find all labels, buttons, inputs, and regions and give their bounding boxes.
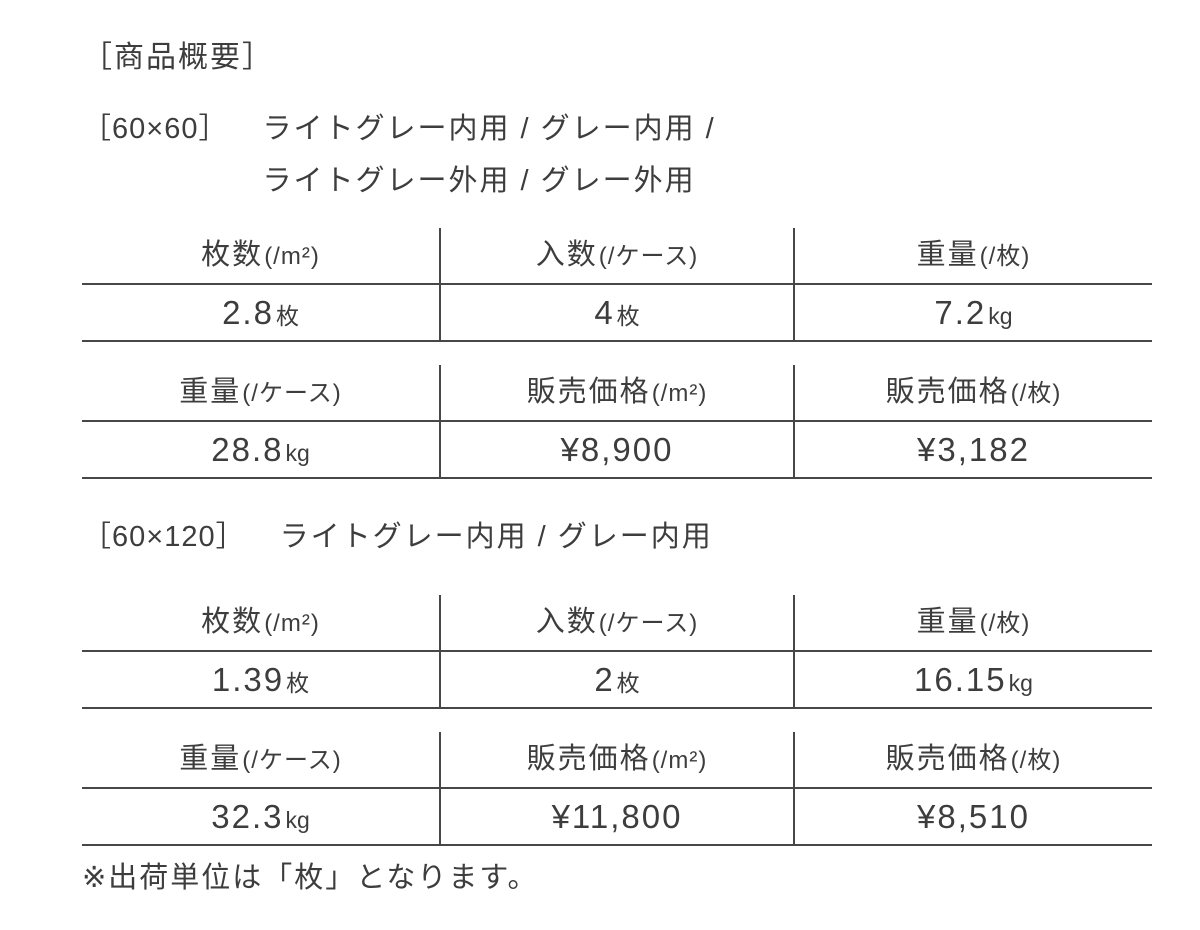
header-label: 販売価格 [885, 376, 1010, 408]
spec-table-60x120-group2: 重量(/ケース) 販売価格(/m²) 販売価格(/枚) 32.3kg ¥11,8… [82, 732, 1152, 846]
spec-header-cell: 販売価格(/枚) [793, 365, 1152, 422]
shipping-unit-footnote: ※出荷単位は「枚」となります。 [82, 862, 539, 894]
value-number: 2.8 [222, 294, 274, 331]
spec-table-60x60-group1: 枚数(/m²) 入数(/ケース) 重量(/枚) 2.8枚 4枚 7.2kg [82, 228, 1152, 342]
value-number: 16.15 [914, 661, 1007, 698]
spec-value-cell: ¥8,510 [793, 789, 1152, 846]
spec-value-cell: ¥3,182 [793, 422, 1152, 479]
color-options-line1: ライトグレー内用 / グレー内用 [279, 521, 713, 553]
value-unit: kg [285, 807, 310, 833]
value-number: ¥11,800 [551, 798, 683, 835]
header-label: 入数 [535, 606, 598, 638]
spec-value-cell: 7.2kg [793, 285, 1152, 342]
header-unit: (/m²) [651, 380, 708, 407]
value-number: ¥8,900 [560, 431, 674, 468]
header-label: 販売価格 [526, 376, 651, 408]
spec-table-60x60-group2: 重量(/ケース) 販売価格(/m²) 販売価格(/枚) 28.8kg ¥8,90… [82, 365, 1152, 479]
spec-value-cell: ¥8,900 [439, 422, 793, 479]
spec-header-cell: 重量(/枚) [793, 595, 1152, 652]
header-label: 重量 [179, 376, 242, 408]
value-number: 7.2 [934, 294, 987, 331]
spec-header-cell: 入数(/ケース) [439, 595, 793, 652]
spec-header-cell: 販売価格(/m²) [439, 732, 793, 789]
value-number: ¥8,510 [917, 798, 1030, 835]
spec-value-cell: 2枚 [439, 652, 793, 709]
value-number: 32.3 [211, 798, 284, 835]
value-unit: 枚 [616, 670, 640, 696]
size-label: ［60×60］ [82, 113, 229, 145]
color-options: ライトグレー内用 / グレー内用 [280, 511, 713, 563]
header-unit: (/ケース) [242, 747, 342, 774]
color-options-line1: ライトグレー内用 / グレー内用 / [262, 113, 716, 145]
size-label: ［60×120］ [82, 521, 246, 553]
product-overview-document: ［商品概要］ ［60×60］ ライトグレー内用 / グレー内用 / ライトグレー… [82, 41, 1200, 894]
header-unit: (/ケース) [598, 243, 699, 270]
value-unit: kg [285, 440, 310, 466]
spec-header-cell: 枚数(/m²) [82, 228, 439, 285]
spec-header-cell: 販売価格(/m²) [439, 365, 793, 422]
header-label: 販売価格 [885, 743, 1010, 775]
spec-table-60x120-group1: 枚数(/m²) 入数(/ケース) 重量(/枚) 1.39枚 2枚 16.15kg [82, 595, 1152, 709]
value-unit: kg [1008, 670, 1033, 696]
spec-value-cell: 4枚 [439, 285, 793, 342]
value-unit: 枚 [286, 670, 310, 696]
page-title: ［商品概要］ [82, 41, 274, 74]
value-number: 4 [594, 294, 615, 331]
header-label: 枚数 [201, 239, 264, 271]
header-label: 重量 [916, 239, 979, 271]
header-unit: (/枚) [979, 243, 1031, 270]
value-unit: 枚 [616, 303, 640, 329]
header-unit: (/m²) [264, 243, 320, 270]
spec-value-cell: 2.8枚 [82, 285, 439, 342]
color-options-line2: ライトグレー外用 / グレー外用 [262, 165, 696, 197]
header-unit: (/ケース) [242, 380, 342, 407]
spec-value-cell: 1.39枚 [82, 652, 439, 709]
header-label: 重量 [916, 606, 979, 638]
header-label: 重量 [179, 743, 242, 775]
spec-header-cell: 重量(/ケース) [82, 732, 439, 789]
spec-value-cell: 32.3kg [82, 789, 439, 846]
header-unit: (/枚) [979, 610, 1031, 637]
value-unit: 枚 [275, 303, 299, 329]
value-number: 2 [594, 661, 615, 698]
value-unit: kg [988, 303, 1013, 329]
spec-header-cell: 販売価格(/枚) [793, 732, 1152, 789]
header-unit: (/ケース) [598, 610, 699, 637]
spec-header-cell: 入数(/ケース) [439, 228, 793, 285]
header-unit: (/枚) [1010, 380, 1062, 407]
value-number: ¥3,182 [917, 431, 1030, 468]
value-number: 1.39 [211, 661, 285, 698]
spec-header-cell: 重量(/枚) [793, 228, 1152, 285]
header-label: 入数 [535, 239, 598, 271]
section-title-60x60: ［60×60］ ライトグレー内用 / グレー内用 / ライトグレー外用 / グレ… [82, 103, 1200, 207]
header-unit: (/枚) [1010, 747, 1062, 774]
header-unit: (/m²) [651, 747, 708, 774]
spec-header-cell: 枚数(/m²) [82, 595, 439, 652]
spec-header-cell: 重量(/ケース) [82, 365, 439, 422]
header-label: 販売価格 [526, 743, 651, 775]
value-number: 28.8 [211, 431, 284, 468]
header-unit: (/m²) [264, 610, 320, 637]
section-title-60x120: ［60×120］ ライトグレー内用 / グレー内用 [82, 511, 1200, 563]
header-label: 枚数 [201, 606, 264, 638]
spec-value-cell: 16.15kg [793, 652, 1152, 709]
spec-value-cell: 28.8kg [82, 422, 439, 479]
spec-value-cell: ¥11,800 [439, 789, 793, 846]
color-options: ライトグレー内用 / グレー内用 / ライトグレー外用 / グレー外用 [262, 103, 715, 207]
